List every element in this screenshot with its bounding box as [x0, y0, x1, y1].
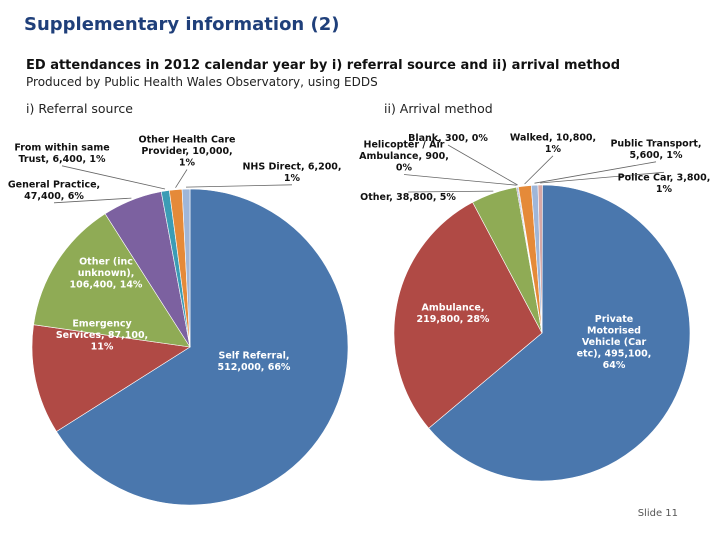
- referral-slice-emergency-services: [31, 324, 191, 432]
- referral-label-general-practice: General Practice, 47,400, 6%: [8, 179, 100, 202]
- arrival-slice-police-car: [537, 184, 543, 334]
- arrival-leader-public-transport: [534, 161, 657, 184]
- arrival-leader-walked: [524, 155, 554, 185]
- referral-label-from-within-same-trust: From within same Trust, 6,400, 1%: [14, 142, 109, 165]
- arrival-slice-private-motorised-vehicle-car-etc: [428, 184, 691, 482]
- arrival-leader-other: [407, 190, 494, 193]
- arrival-label-blank: Blank, 300, 0%: [408, 133, 488, 144]
- arrival-leader-helicopter-air-ambulance: [403, 174, 517, 186]
- arrival-label-ambulance: Ambulance, 219,800, 28%: [417, 302, 490, 325]
- referral-source-chart-title: i) Referral source: [26, 101, 133, 116]
- referral-label-emergency-services: Emergency Services, 87,100, 11%: [56, 319, 148, 353]
- referral-leader-nhs-direct: [185, 184, 293, 188]
- referral-label-nhs-direct: NHS Direct, 6,200, 1%: [242, 161, 341, 184]
- arrival-method-chart-title: ii) Arrival method: [384, 101, 493, 116]
- referral-pie: Self Referral, 512,000, 66% Emergency Servi…: [8, 135, 349, 506]
- slide-title: Supplementary information (2): [24, 14, 340, 35]
- arrival-label-walked: Walked, 10,800, 1%: [510, 132, 596, 155]
- slide-number: Slide 11: [637, 508, 678, 519]
- referral-label-other-inc-unknown: Other (inc unknown), 106,400, 14%: [70, 257, 143, 291]
- arrival-label-private-motorised-vehicle-car-etc: Private Motorised Vehicle (Car etc), 495,10…: [577, 314, 652, 371]
- arrival-label-police-car: Police Car, 3,800, 1%: [618, 172, 711, 195]
- data-source-caption: Produced by Public Health Wales Observat…: [26, 75, 378, 89]
- referral-label-self-referral: Self Referral, 512,000, 66%: [218, 350, 291, 373]
- arrival-label-public-transport: Public Transport, 5,600, 1%: [610, 138, 701, 161]
- referral-slice-nhs-direct: [181, 188, 191, 348]
- referral-slice-other-inc-unknown: [33, 213, 191, 348]
- arrival-label-helicopter-air-ambulance: Helicopter / Air Ambulance, 900, 0%: [359, 140, 449, 174]
- slide-subtitle: ED attendances in 2012 calendar year by …: [26, 58, 621, 73]
- referral-leader-general-practice: [53, 197, 132, 204]
- arrival-leader-police-car: [540, 171, 665, 184]
- referral-leader-other-health-care-provider: [175, 169, 188, 188]
- referral-slice-self-referral: [56, 188, 349, 506]
- arrival-pie: Private Motorised Vehicle (Car etc), 495,10…: [359, 132, 711, 482]
- arrival-leader-blank: [447, 144, 518, 186]
- arrival-label-other: Other, 38,800, 5%: [360, 192, 456, 203]
- referral-label-other-health-care-provider: Other Health Care Provider, 10,000, 1%: [139, 135, 236, 169]
- arrival-slice-ambulance: [393, 201, 543, 429]
- referral-leader-from-within-same-trust: [61, 165, 166, 190]
